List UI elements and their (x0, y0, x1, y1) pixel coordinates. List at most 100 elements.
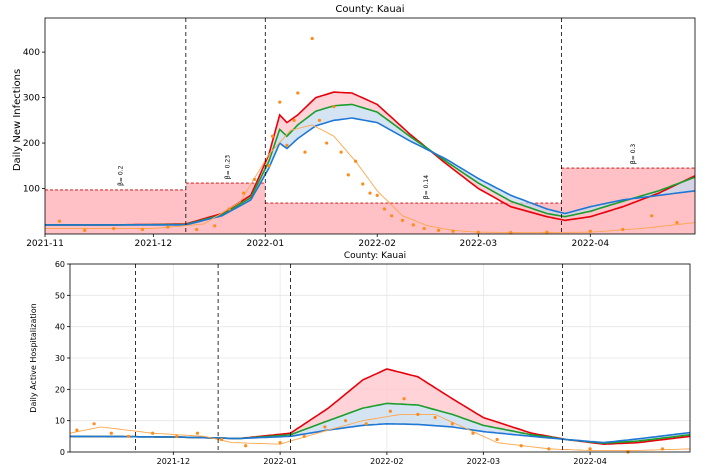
y-tick-label: 40 (55, 323, 65, 332)
observed-point (650, 214, 654, 218)
observed-point (476, 230, 480, 234)
series-line-observed-smoothed (69, 413, 691, 451)
observed-point (112, 226, 116, 231)
y-tick-label: 200 (23, 139, 40, 149)
y-tick-label: 60 (55, 260, 65, 269)
y-tick-label: 400 (23, 48, 40, 58)
series-line-observed-smoothed (45, 124, 696, 234)
observed-point (310, 36, 314, 41)
observed-point (675, 221, 679, 225)
observed-point (213, 224, 217, 228)
beta-region-2 (265, 203, 562, 234)
observed-point (57, 219, 62, 223)
observed-point (400, 218, 405, 222)
beta-label-1: β= 0.23 (225, 155, 232, 179)
hospitalization-chart: County: Kauai Daily Active Hospitalizati… (29, 251, 691, 466)
observed-point (83, 228, 87, 232)
band-upper (70, 369, 690, 445)
observed-point (416, 412, 420, 416)
x-tick-label: 2022-03 (467, 457, 500, 466)
observed-point (450, 422, 454, 426)
observed-points (57, 36, 679, 235)
observed-point (339, 150, 343, 154)
observed-point (437, 228, 441, 232)
x-tick-label: 2022-03 (460, 239, 498, 249)
y-tick-label: 100 (23, 185, 40, 195)
beta-label-2: β= 0.14 (423, 175, 430, 199)
beta-region-0 (45, 189, 186, 234)
observed-points (75, 397, 665, 454)
observed-point (166, 225, 170, 229)
observed-point (346, 173, 350, 177)
model-lines (45, 91, 696, 234)
observed-point (278, 441, 282, 445)
observed-point (509, 231, 513, 235)
observed-point (126, 434, 131, 438)
observed-point (109, 431, 113, 435)
x-tick-label: 2022-01 (246, 239, 284, 249)
observed-point (451, 229, 455, 233)
observed-point (323, 425, 327, 429)
observed-point (75, 428, 79, 432)
y-tick-label: 50 (55, 291, 65, 300)
observed-point (195, 431, 200, 435)
x-tick-label: 2022-02 (358, 239, 396, 249)
x-ticks-infections: 2021-11 2021-12 2022-01 2022-02 2022-03 2022-… (26, 234, 609, 249)
x-tick-label: 2021-12 (157, 457, 190, 466)
x-ticks-hospitalization: 2021-12 2022-01 2022-02 2022-03 2022-04 (157, 452, 607, 466)
observed-point (175, 434, 179, 438)
y-tick-label: 10 (55, 417, 65, 426)
observed-point (227, 207, 231, 211)
plot-frame-infections (44, 17, 696, 235)
x-tick-label: 2022-02 (370, 457, 403, 466)
y-tick-label: 30 (55, 354, 65, 363)
observed-point (411, 223, 415, 227)
observed-point (364, 422, 368, 426)
observed-point (402, 397, 406, 401)
infections-chart: County: Kauai Daily New Infections β= 0.… (12, 4, 696, 249)
observed-point (545, 230, 549, 234)
observed-point (388, 409, 392, 413)
observed-point (368, 191, 372, 195)
observed-point (621, 227, 625, 232)
y-axis-label-infections: Daily New Infections (12, 69, 23, 171)
observed-point (219, 437, 224, 442)
x-tick-label: 2021-12 (135, 239, 173, 249)
observed-point (267, 164, 271, 168)
observed-point (244, 444, 248, 448)
y-tick-label: 20 (55, 385, 65, 394)
observed-point (375, 193, 379, 197)
observed-point (285, 143, 289, 147)
y-ticks-hospitalization: 0 10 20 30 40 50 60 (55, 260, 70, 457)
observed-point (303, 150, 307, 154)
observed-point (588, 447, 592, 451)
observed-point (433, 415, 437, 420)
beta-label-3: β= 0.3 (630, 144, 637, 164)
observed-point (343, 419, 348, 423)
observed-point (422, 226, 426, 231)
observed-point (495, 437, 499, 442)
observed-point (92, 422, 96, 426)
observed-point (270, 134, 275, 138)
x-tick-label: 2022-04 (571, 239, 609, 249)
observed-point (296, 91, 300, 95)
uncertainty-bands (70, 369, 690, 445)
observed-point (242, 191, 246, 195)
y-axis-label-hospitalization: Daily Active Hospitalization (29, 303, 38, 412)
observed-point (278, 100, 282, 104)
chart-title-infections: County: Kauai (335, 4, 404, 15)
change-point-lines (135, 264, 563, 452)
chart-title-hospitalization: County: Kauai (344, 251, 406, 261)
observed-point (151, 431, 155, 435)
observed-point (660, 447, 665, 451)
observed-point (471, 431, 475, 435)
band-lower (70, 403, 690, 444)
observed-point (332, 105, 336, 109)
y-tick-label: 300 (23, 94, 40, 104)
observed-point (353, 159, 358, 163)
observed-point (302, 434, 306, 438)
observed-point (140, 227, 145, 232)
observed-point (325, 141, 329, 145)
x-tick-label: 2022-01 (263, 457, 296, 466)
